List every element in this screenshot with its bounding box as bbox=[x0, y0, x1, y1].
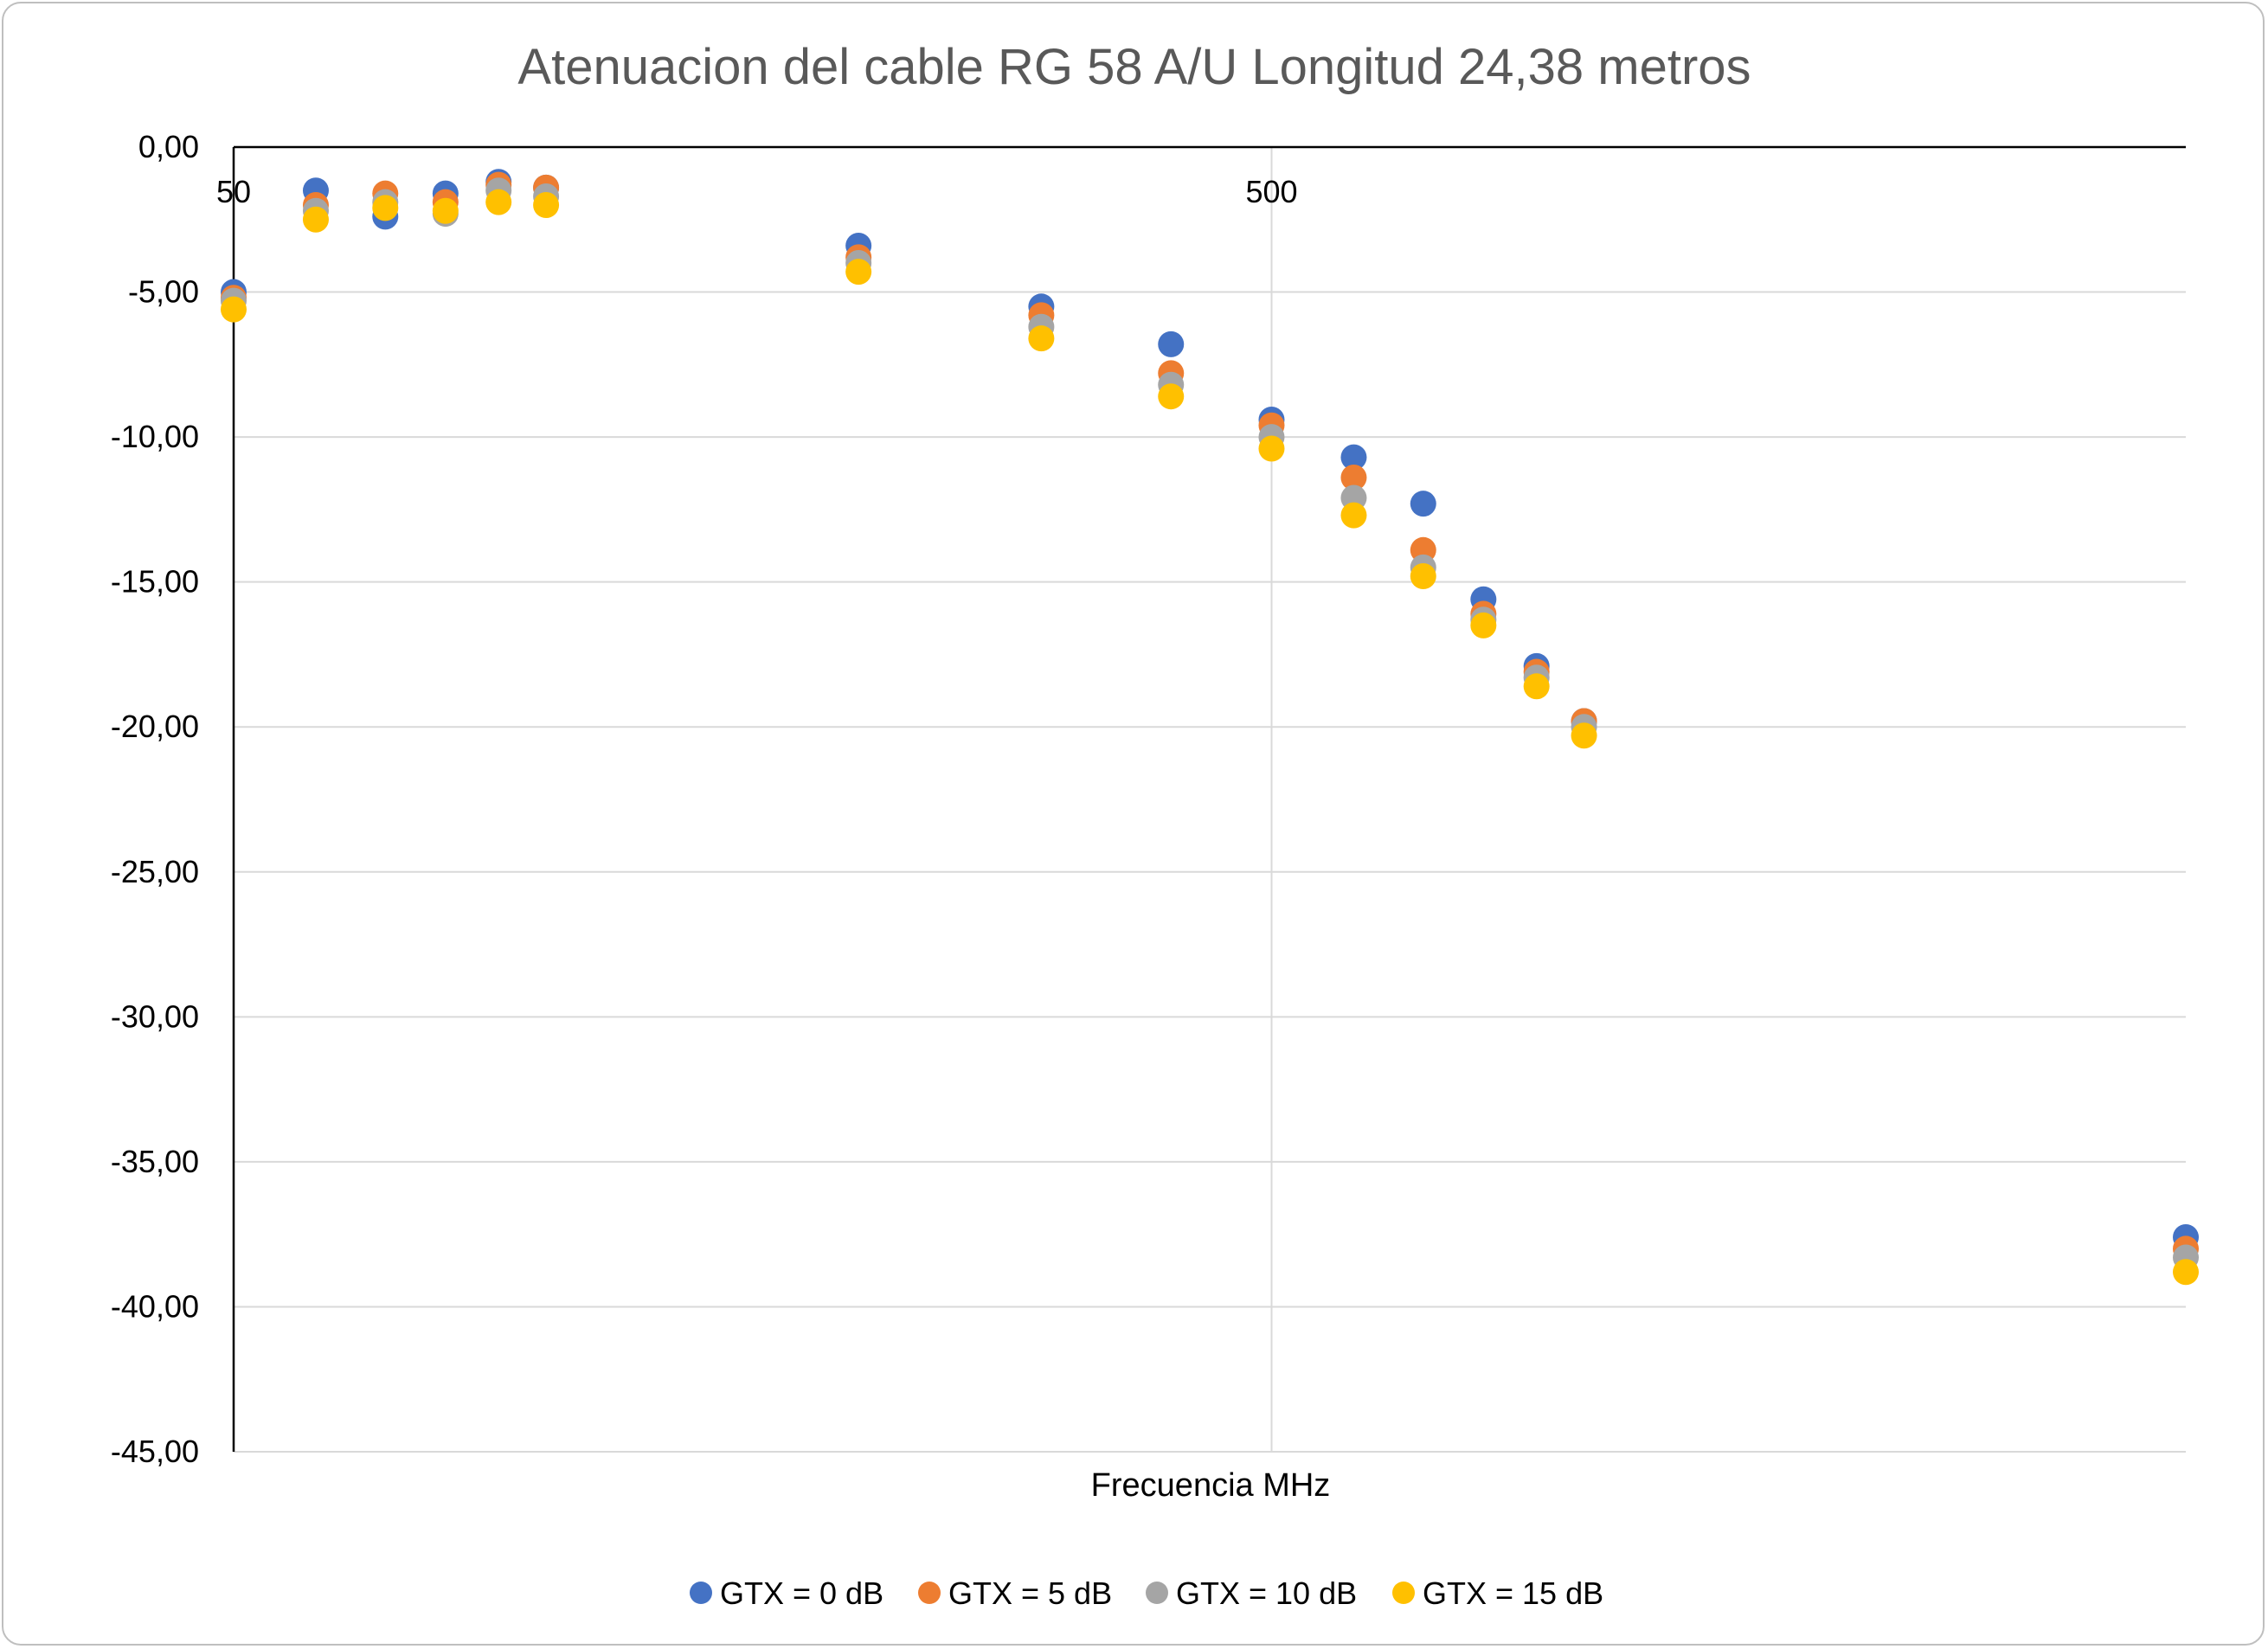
data-point bbox=[1410, 562, 1436, 589]
series-1 bbox=[221, 171, 2199, 1262]
data-point bbox=[1470, 612, 1497, 638]
data-points bbox=[221, 169, 2199, 1286]
axes: 0,00 -5,00 -10,00 -15,00 -20,00 -25,00 -30,00 -… bbox=[111, 129, 2186, 1469]
y-tick-label: -5,00 bbox=[128, 274, 199, 310]
y-tick-label: -20,00 bbox=[111, 709, 199, 744]
data-point bbox=[1258, 435, 1285, 462]
data-point bbox=[1340, 502, 1367, 529]
y-tick-label: -15,00 bbox=[111, 564, 199, 600]
legend-label: GTX = 5 dB bbox=[948, 1575, 1112, 1611]
data-point bbox=[302, 206, 329, 233]
x-axis-title: Frecuencia MHz bbox=[1091, 1467, 1331, 1504]
legend-item: GTX = 0 dB bbox=[690, 1575, 883, 1611]
y-tick-label: -25,00 bbox=[111, 854, 199, 889]
x-tick-label: 500 bbox=[1245, 174, 1297, 209]
data-point bbox=[1340, 465, 1367, 491]
data-point bbox=[1410, 491, 1436, 517]
data-point bbox=[432, 197, 459, 224]
legend-item: GTX = 15 dB bbox=[1392, 1575, 1603, 1611]
y-tick-label: -45,00 bbox=[111, 1434, 199, 1469]
data-point bbox=[485, 189, 512, 215]
legend-marker bbox=[1392, 1582, 1415, 1604]
data-point bbox=[845, 259, 872, 286]
data-point bbox=[1340, 444, 1367, 471]
data-point bbox=[221, 296, 247, 323]
legend-marker bbox=[918, 1582, 941, 1604]
legend-item: GTX = 5 dB bbox=[918, 1575, 1112, 1611]
legend-marker bbox=[1146, 1582, 1168, 1604]
legend-marker bbox=[690, 1582, 712, 1604]
data-point bbox=[1158, 383, 1185, 410]
legend: GTX = 0 dB GTX = 5 dB GTX = 10 dB GTX = 15 … bbox=[690, 1575, 1603, 1611]
data-point bbox=[1158, 330, 1185, 357]
legend-label: GTX = 10 dB bbox=[1176, 1575, 1357, 1611]
series-2 bbox=[221, 177, 2199, 1271]
data-point bbox=[1028, 325, 1055, 352]
series-3 bbox=[221, 189, 2199, 1286]
y-tick-label: -40,00 bbox=[111, 1288, 199, 1324]
y-tick-label: -10,00 bbox=[111, 419, 199, 454]
chart-canvas: Atenuacion del cable RG 58 A/U Longitud … bbox=[111, 39, 2199, 1611]
y-tick-label: -35,00 bbox=[111, 1144, 199, 1179]
data-point bbox=[1523, 673, 1550, 700]
series-0 bbox=[221, 169, 2199, 1251]
chart-title: Atenuacion del cable RG 58 A/U Longitud … bbox=[517, 39, 1751, 95]
legend-label: GTX = 0 dB bbox=[720, 1575, 883, 1611]
y-tick-label: 0,00 bbox=[138, 129, 199, 164]
gridlines bbox=[234, 147, 2186, 1453]
data-point bbox=[1571, 722, 1597, 749]
legend-label: GTX = 15 dB bbox=[1423, 1575, 1603, 1611]
y-tick-label: -30,00 bbox=[111, 998, 199, 1034]
data-point bbox=[372, 195, 399, 221]
data-point bbox=[533, 192, 560, 219]
data-point bbox=[2173, 1259, 2199, 1286]
legend-item: GTX = 10 dB bbox=[1146, 1575, 1357, 1611]
